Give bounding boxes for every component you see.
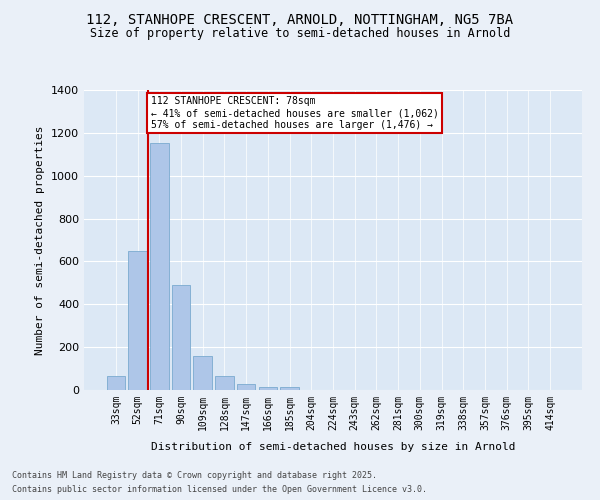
Bar (215, 376, 233, 390)
Text: Size of property relative to semi-detached houses in Arnold: Size of property relative to semi-detach… (90, 28, 510, 40)
Text: Contains HM Land Registry data © Crown copyright and database right 2025.: Contains HM Land Registry data © Crown c… (12, 471, 377, 480)
Bar (193, 356, 212, 390)
Bar (172, 285, 190, 390)
Bar (259, 387, 277, 390)
Text: Contains public sector information licensed under the Open Government Licence v3: Contains public sector information licen… (12, 485, 427, 494)
Text: 112 STANHOPE CRESCENT: 78sqm
← 41% of semi-detached houses are smaller (1,062)
5: 112 STANHOPE CRESCENT: 78sqm ← 41% of se… (151, 96, 439, 130)
Y-axis label: Number of semi-detached properties: Number of semi-detached properties (35, 125, 46, 355)
Bar (237, 384, 256, 390)
Text: 112, STANHOPE CRESCENT, ARNOLD, NOTTINGHAM, NG5 7BA: 112, STANHOPE CRESCENT, ARNOLD, NOTTINGH… (86, 12, 514, 26)
Bar (150, 142, 169, 390)
Text: Distribution of semi-detached houses by size in Arnold: Distribution of semi-detached houses by … (151, 442, 515, 452)
Bar (280, 388, 299, 390)
Bar (128, 251, 147, 390)
Bar (107, 376, 125, 390)
